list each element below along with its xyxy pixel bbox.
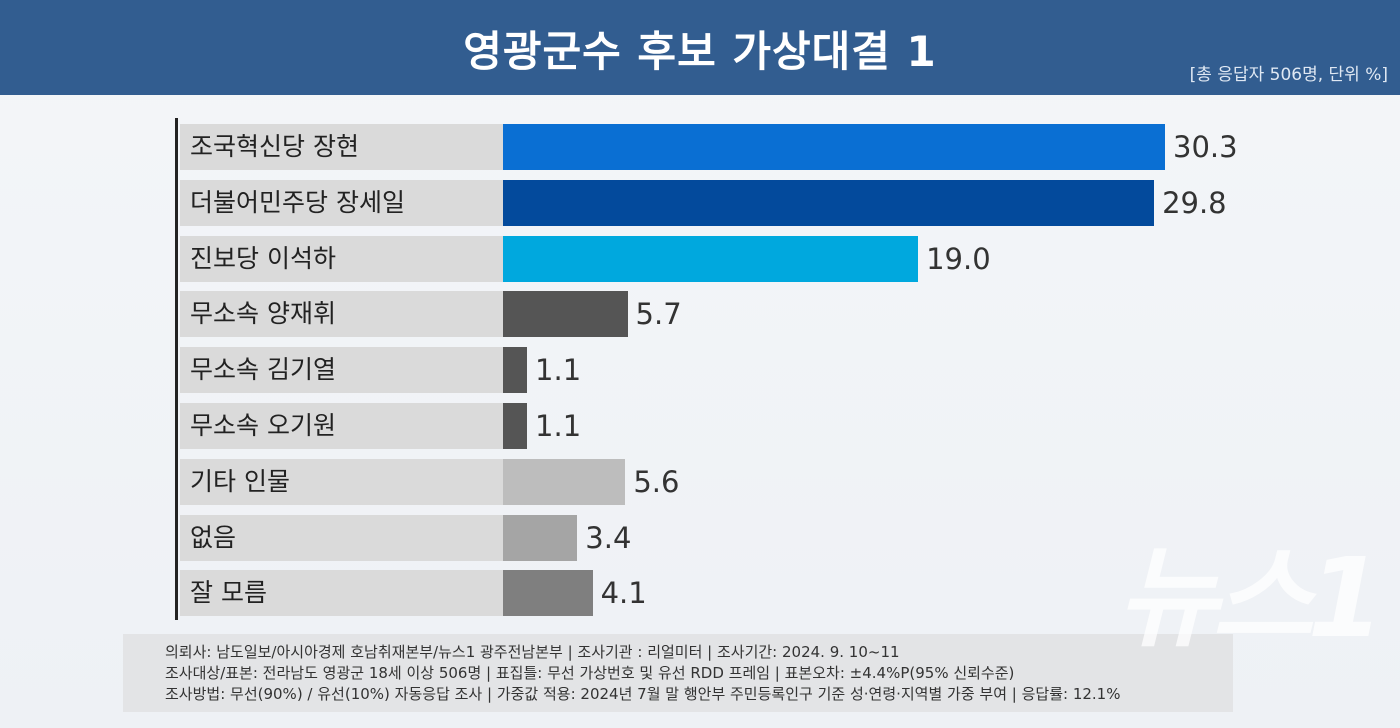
bar — [503, 179, 1155, 226]
bar-row: 무소속 김기열 1.1 — [178, 347, 1378, 394]
bar — [503, 570, 593, 617]
y-axis-line — [175, 118, 178, 620]
value-label: 4.1 — [600, 576, 647, 611]
bar — [503, 291, 628, 338]
survey-info: 의뢰사: 남도일보/아시아경제 호남취재본부/뉴스1 광주전남본부 | 조사기관… — [123, 634, 1233, 712]
category-label: 더불어민주당 장세일 — [180, 179, 503, 226]
bar-row: 잘 모름 4.1 — [178, 570, 1378, 617]
value-label: 1.1 — [535, 409, 582, 443]
value-label: 5.7 — [635, 297, 682, 332]
value-label: 30.3 — [1173, 130, 1238, 164]
bar — [503, 124, 1165, 170]
header-banner: 영광군수 후보 가상대결 1 [총 응답자 506명, 단위 %] — [0, 0, 1400, 95]
survey-info-line: 조사방법: 무선(90%) / 유선(10%) 자동응답 조사 | 가중값 적용… — [165, 685, 1121, 703]
value-label: 3.4 — [585, 520, 632, 555]
bar — [503, 514, 578, 561]
bar — [503, 403, 528, 449]
bar-row: 더불어민주당 장세일 29.8 — [178, 179, 1378, 226]
value-label: 5.6 — [633, 464, 680, 499]
news1-watermark-logo: 뉴스1 — [1117, 534, 1384, 662]
bar — [503, 458, 626, 505]
unit-note: [총 응답자 506명, 단위 %] — [1189, 65, 1388, 85]
category-label: 무소속 오기원 — [180, 403, 503, 449]
bar — [503, 235, 919, 282]
category-label: 조국혁신당 장현 — [180, 124, 503, 170]
bar-row: 조국혁신당 장현 30.3 — [178, 124, 1378, 170]
survey-info-line: 의뢰사: 남도일보/아시아경제 호남취재본부/뉴스1 광주전남본부 | 조사기관… — [165, 643, 900, 661]
category-label: 잘 모름 — [180, 570, 503, 617]
bar-row: 진보당 이석하 19.0 — [178, 235, 1378, 282]
category-label: 진보당 이석하 — [180, 235, 503, 282]
category-label: 없음 — [180, 514, 503, 561]
bar-row: 없음 3.4 — [178, 514, 1378, 561]
value-label: 19.0 — [926, 241, 991, 276]
chart-title: 영광군수 후보 가상대결 1 — [463, 27, 937, 76]
bar-row: 무소속 양재휘 5.7 — [178, 291, 1378, 338]
value-label: 1.1 — [535, 353, 582, 388]
category-label: 무소속 양재휘 — [180, 291, 503, 338]
category-label: 무소속 김기열 — [180, 347, 503, 394]
bar-row: 무소속 오기원 1.1 — [178, 403, 1378, 449]
bar-row: 기타 인물 5.6 — [178, 458, 1378, 505]
value-label: 29.8 — [1162, 185, 1227, 220]
bar — [503, 347, 528, 394]
category-label: 기타 인물 — [180, 458, 503, 505]
survey-info-line: 조사대상/표본: 전라남도 영광군 18세 이상 506명 | 표집틀: 무선 … — [165, 664, 1015, 682]
